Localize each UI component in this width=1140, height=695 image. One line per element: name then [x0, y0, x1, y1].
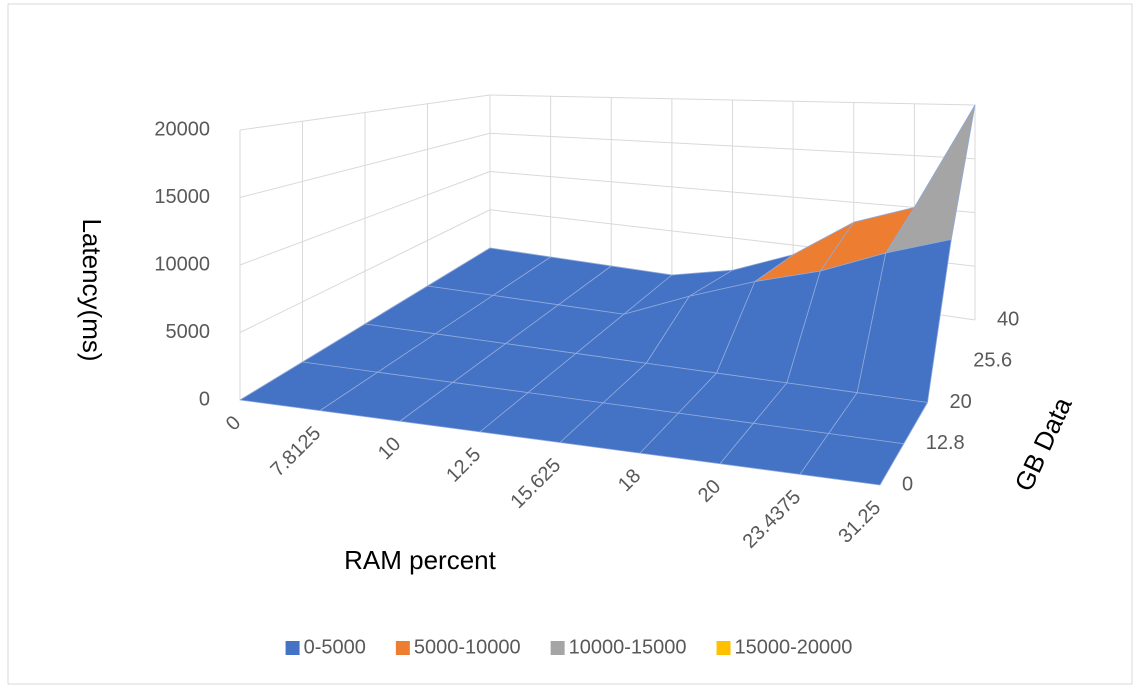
- depth-tick-label: 12.8: [926, 432, 965, 454]
- depth-tick-label: 0: [902, 473, 913, 495]
- depth-tick-label: 25.6: [973, 350, 1012, 372]
- depth-tick-label: 20: [950, 391, 972, 413]
- legend-swatch: [716, 641, 731, 655]
- surface-patch: [799, 433, 905, 486]
- legend-swatch: [285, 641, 300, 655]
- z-axis-title: Latency(ms): [77, 218, 107, 361]
- legend: 0-5000 5000-10000 10000-15000 15000-20000: [285, 636, 853, 658]
- z-tick-label: 0: [199, 388, 210, 410]
- x-axis-title: RAM percent: [344, 545, 496, 575]
- z-tick-label: 10000: [154, 253, 210, 275]
- z-tick-label: 5000: [166, 321, 211, 343]
- z-tick-label: 15000: [154, 186, 210, 208]
- depth-tick-label: 40: [997, 308, 1019, 330]
- legend-label: 10000-15000: [569, 636, 687, 658]
- legend-label: 15000-20000: [735, 636, 853, 658]
- legend-swatch: [550, 641, 565, 655]
- surface: [239, 104, 976, 486]
- z-tick-label: 20000: [154, 118, 210, 140]
- legend-swatch: [395, 641, 410, 655]
- legend-label: 0-5000: [304, 636, 366, 658]
- legend-label: 5000-10000: [414, 636, 521, 658]
